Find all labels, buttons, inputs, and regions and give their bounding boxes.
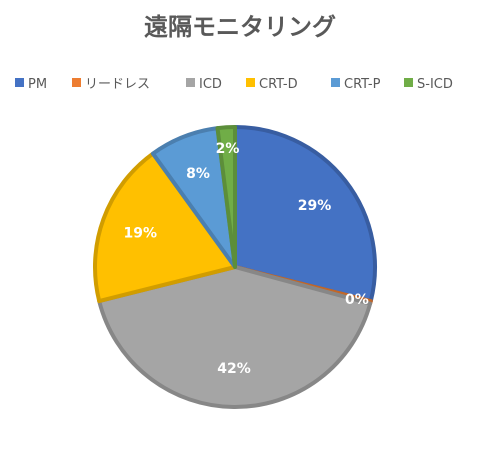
- legend-swatch-1: [72, 78, 81, 87]
- legend: PM リードレス ICD CRT-D CRT-P S-ICD: [15, 77, 453, 92]
- legend-swatch-2: [186, 78, 195, 87]
- legend-label-3: CRT-D: [259, 77, 298, 92]
- legend-swatch-0: [15, 78, 24, 87]
- legend-label-4: CRT-P: [344, 77, 381, 92]
- legend-label-5: S-ICD: [417, 77, 453, 92]
- data-label-CRT-D: 19%: [124, 226, 158, 242]
- pie-slice-CRT-D: [93, 151, 237, 304]
- pie-slice-PM: [233, 125, 377, 304]
- data-label-ICD: 42%: [217, 361, 251, 377]
- pie-slice-ICD: [97, 265, 373, 409]
- chart-title: 遠隔モニタリング: [144, 13, 336, 41]
- data-label-リードレス: 0%: [345, 292, 369, 308]
- legend-swatch-3: [246, 78, 255, 87]
- pie-slice-S-ICD: [215, 125, 237, 269]
- legend-swatch-5: [404, 78, 413, 87]
- legend-label-0: PM: [28, 77, 47, 92]
- data-labels: 29% 0% 42% 19% 8% 2%: [124, 141, 369, 377]
- data-label-PM: 29%: [298, 198, 332, 214]
- legend-swatch-4: [331, 78, 340, 87]
- data-label-CRT-P: 8%: [186, 166, 210, 182]
- legend-label-1: リードレス: [85, 77, 150, 92]
- legend-label-2: ICD: [199, 77, 222, 92]
- pie-slices: [93, 125, 377, 409]
- data-label-S-ICD: 2%: [216, 141, 240, 157]
